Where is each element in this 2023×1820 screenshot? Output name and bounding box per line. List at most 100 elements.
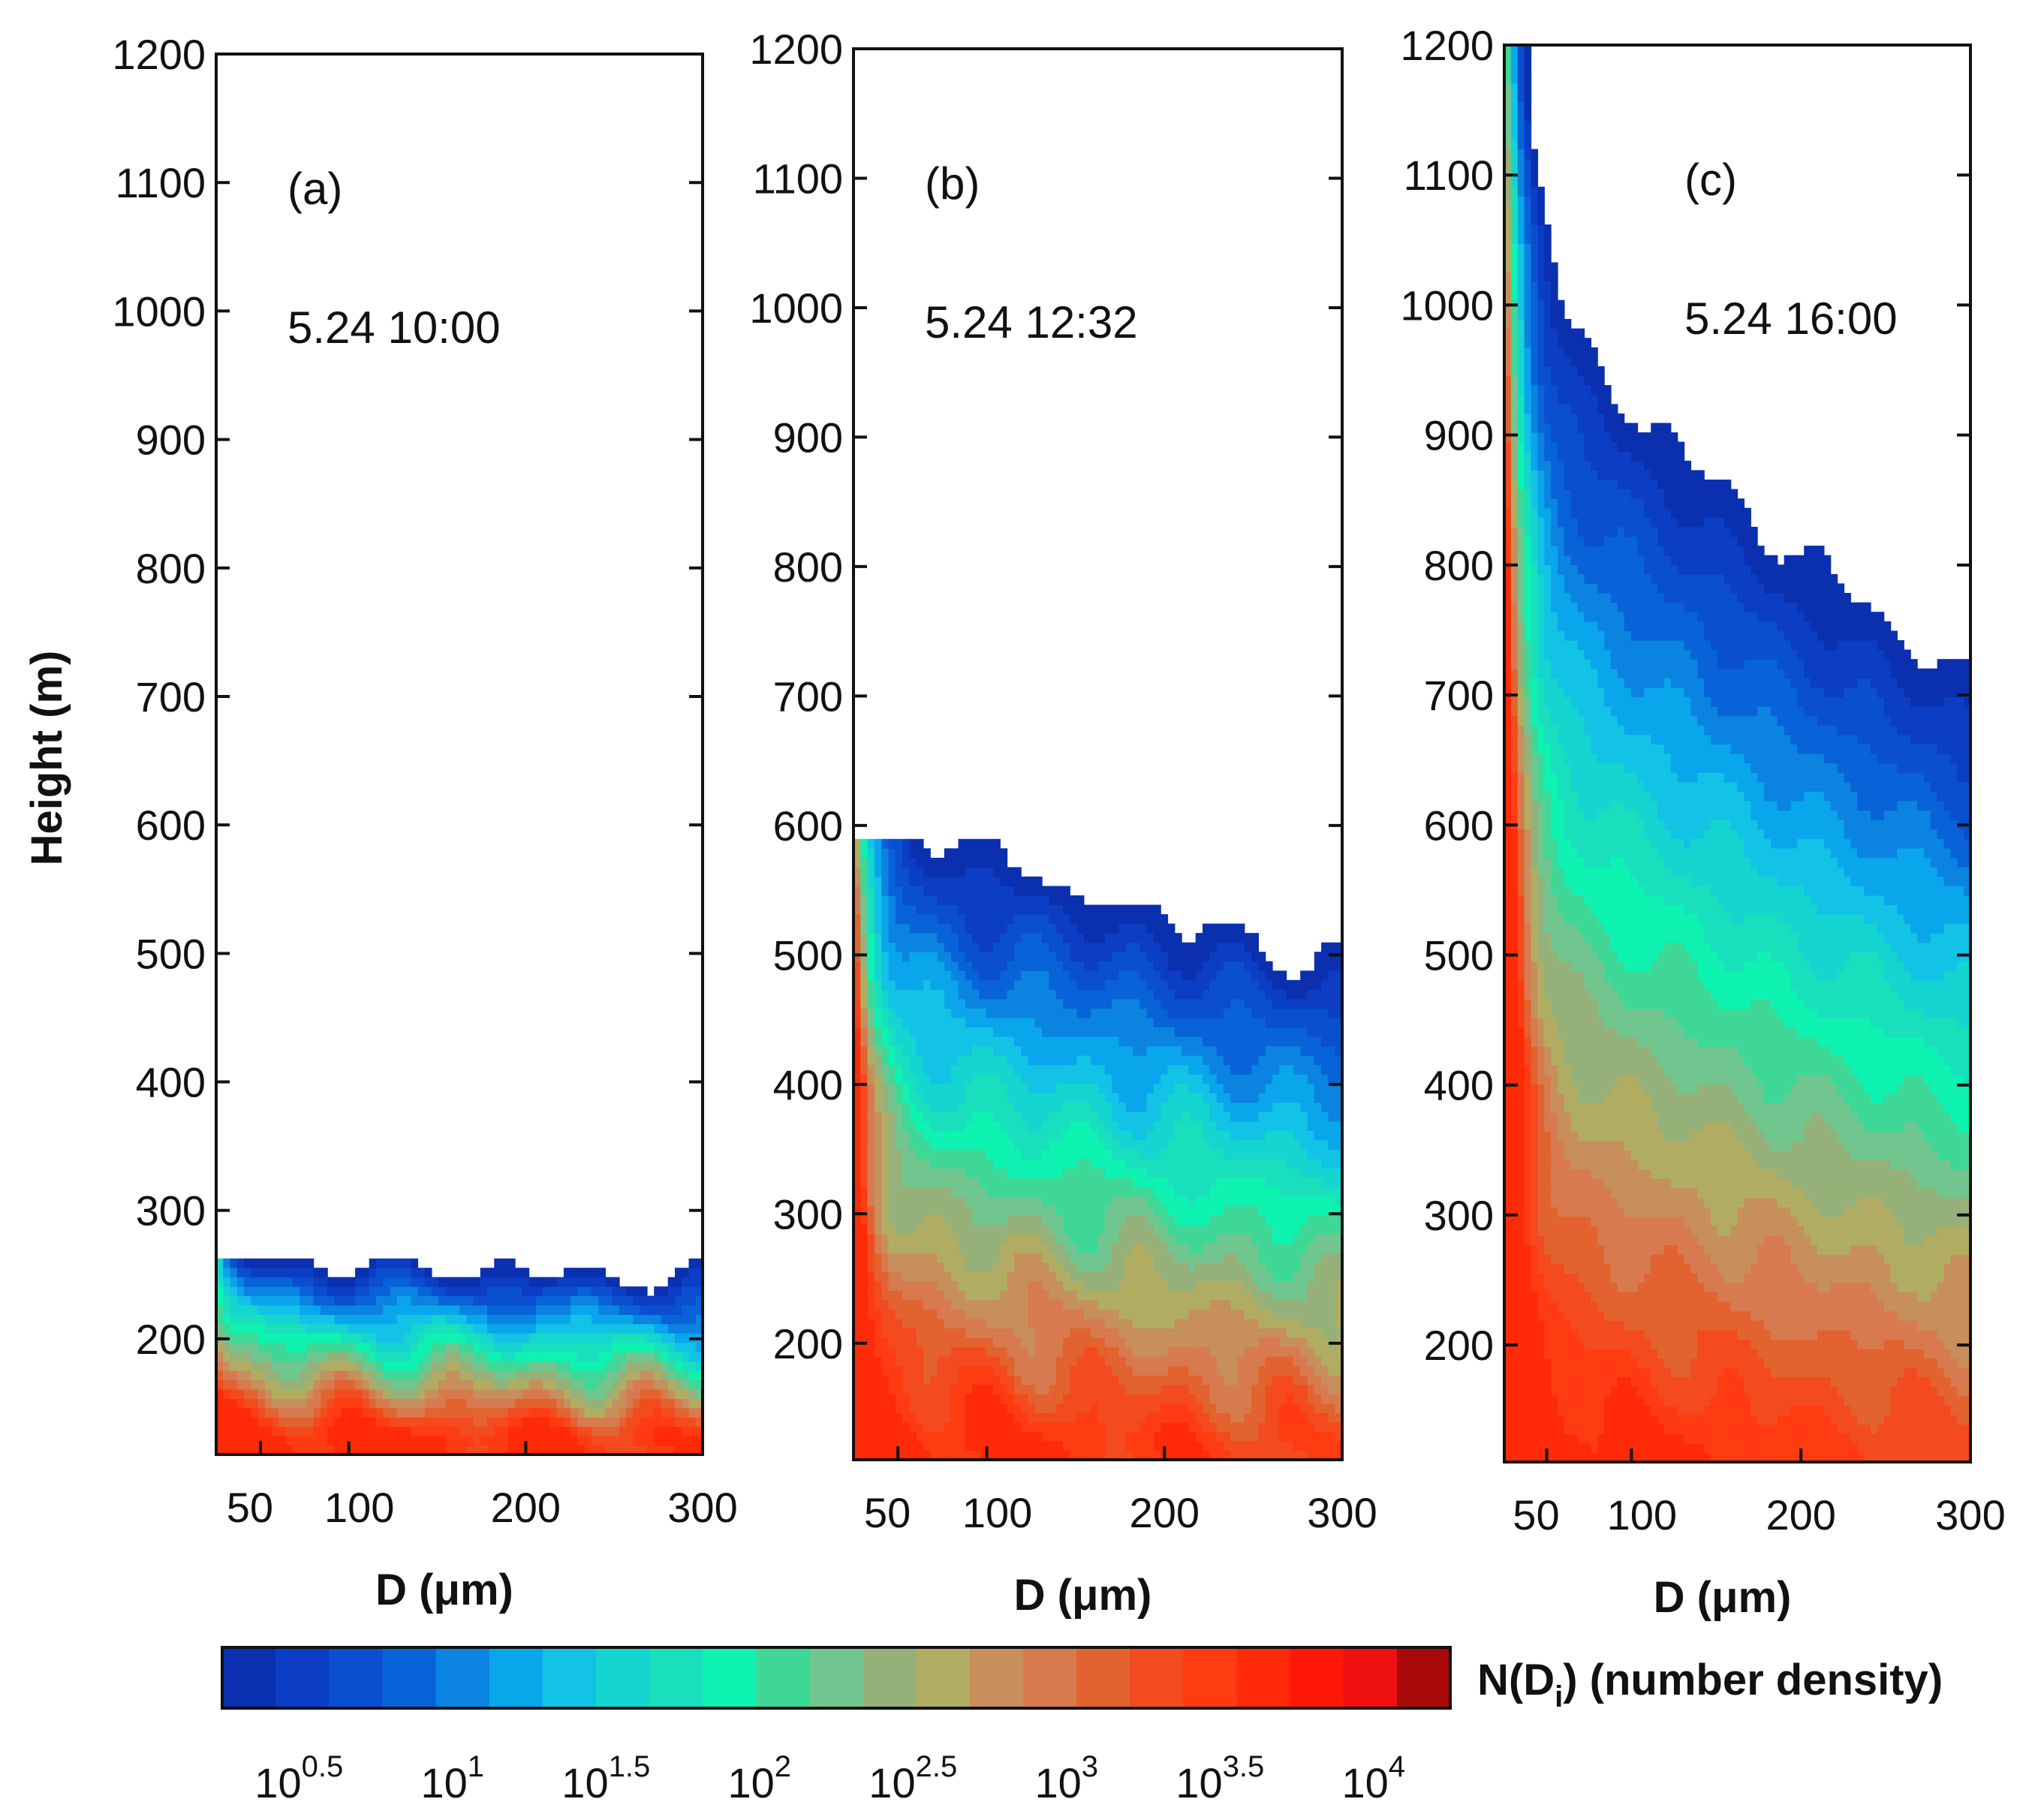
contour-cell bbox=[1125, 1224, 1133, 1235]
contour-cell bbox=[654, 1342, 662, 1352]
contour-cell bbox=[993, 1055, 1001, 1066]
contour-cell bbox=[1034, 1149, 1043, 1160]
contour-cell bbox=[1195, 1262, 1203, 1272]
contour-cell bbox=[1097, 1262, 1106, 1272]
contour-cell bbox=[1195, 989, 1203, 1000]
contour-cell bbox=[1300, 1253, 1308, 1263]
contour-cell bbox=[951, 1224, 959, 1235]
contour-cell bbox=[1167, 1187, 1176, 1197]
contour-cell bbox=[1070, 1450, 1078, 1460]
contour-cell bbox=[1237, 1112, 1245, 1122]
contour-cell bbox=[1070, 1074, 1078, 1084]
contour-cell bbox=[937, 1074, 945, 1084]
contour-cell bbox=[1244, 998, 1252, 1009]
contour-cell bbox=[341, 1305, 349, 1315]
contour-cell bbox=[1174, 1196, 1182, 1207]
contour-cell bbox=[1265, 1243, 1273, 1253]
contour-cell bbox=[895, 1403, 903, 1413]
contour-cell bbox=[972, 1403, 980, 1413]
contour-cell bbox=[1237, 1158, 1245, 1169]
contour-cell bbox=[494, 1407, 502, 1418]
contour-cell bbox=[1139, 1394, 1148, 1404]
contour-cell bbox=[432, 1379, 439, 1390]
contour-cell bbox=[1307, 1328, 1315, 1338]
contour-cell bbox=[1013, 1121, 1022, 1131]
contour-cell bbox=[867, 1234, 875, 1244]
contour-cell bbox=[1161, 1112, 1169, 1122]
contour-cell bbox=[1279, 1074, 1287, 1084]
contour-cell bbox=[313, 1445, 321, 1454]
contour-cell bbox=[972, 1083, 980, 1094]
contour-cell bbox=[1055, 1253, 1064, 1263]
contour-cell bbox=[902, 1412, 910, 1423]
contour-cell bbox=[937, 1130, 945, 1141]
contour-cell bbox=[1335, 1121, 1342, 1131]
contour-cell bbox=[853, 1421, 861, 1432]
contour-cell bbox=[1237, 1403, 1245, 1413]
contour-cell bbox=[1230, 1450, 1239, 1460]
contour-cell bbox=[605, 1379, 613, 1390]
contour-cell bbox=[1049, 1290, 1057, 1301]
contour-cell bbox=[867, 1036, 875, 1047]
contour-cell bbox=[1188, 1234, 1197, 1244]
contour-cell bbox=[1083, 1102, 1091, 1112]
contour-cell bbox=[1182, 1299, 1189, 1310]
contour-cell bbox=[1174, 1130, 1182, 1141]
contour-cell bbox=[1055, 1102, 1064, 1112]
contour-cell bbox=[563, 1379, 571, 1390]
contour-cell bbox=[612, 1388, 620, 1399]
contour-cell bbox=[909, 1139, 917, 1150]
contour-cell bbox=[452, 1333, 460, 1343]
contour-cell bbox=[675, 1370, 682, 1380]
contour-cell bbox=[1013, 1290, 1022, 1301]
contour-cell bbox=[1118, 989, 1127, 1000]
contour-cell bbox=[1112, 1083, 1119, 1094]
contour-cell bbox=[223, 1286, 231, 1297]
contour-cell bbox=[216, 1398, 224, 1409]
contour-cell bbox=[667, 1417, 676, 1427]
contour-cell bbox=[1314, 1196, 1322, 1207]
contour-cell bbox=[937, 1008, 945, 1018]
contour-cell bbox=[459, 1426, 467, 1436]
contour-cell bbox=[1265, 1346, 1273, 1357]
contour-cell bbox=[1167, 1178, 1176, 1188]
contour-cell bbox=[390, 1445, 398, 1454]
contour-cell bbox=[1314, 1365, 1322, 1376]
contour-cell bbox=[230, 1426, 238, 1436]
contour-cell bbox=[1042, 1027, 1049, 1037]
contour-cell bbox=[1314, 1008, 1322, 1018]
contour-cell bbox=[1230, 1384, 1239, 1394]
contour-cell bbox=[438, 1388, 447, 1399]
contour-cell bbox=[244, 1342, 251, 1352]
contour-cell bbox=[874, 1215, 882, 1226]
contour-cell bbox=[860, 1093, 869, 1103]
contour-cell bbox=[1000, 1262, 1008, 1272]
contour-cell bbox=[1265, 1205, 1273, 1216]
contour-cell bbox=[1174, 1121, 1182, 1131]
contour-cell bbox=[355, 1436, 363, 1446]
contour-cell bbox=[528, 1417, 537, 1427]
contour-cell bbox=[1203, 998, 1210, 1009]
contour-cell bbox=[1167, 1121, 1176, 1131]
contour-cell bbox=[979, 1384, 987, 1394]
contour-cell bbox=[1049, 1431, 1057, 1442]
contour-cell bbox=[1013, 1205, 1022, 1216]
contour-cell bbox=[1091, 1319, 1099, 1329]
contour-cell bbox=[1328, 1262, 1336, 1272]
contour-cell bbox=[1034, 1384, 1043, 1394]
contour-cell bbox=[1013, 1356, 1022, 1367]
contour-cell bbox=[515, 1379, 522, 1390]
contour-cell bbox=[1013, 1394, 1022, 1404]
contour-cell bbox=[1182, 1017, 1189, 1027]
contour-cell bbox=[1188, 979, 1197, 990]
contour-cell bbox=[1112, 1356, 1119, 1367]
contour-cell bbox=[1112, 1440, 1119, 1451]
contour-cell bbox=[1112, 1280, 1119, 1291]
contour-cell bbox=[695, 1314, 703, 1325]
contour-cell bbox=[1251, 1253, 1259, 1263]
contour-cell bbox=[916, 1055, 924, 1066]
contour-cell bbox=[438, 1436, 447, 1446]
contour-cell bbox=[1182, 1356, 1189, 1367]
contour-cell bbox=[334, 1333, 342, 1343]
contour-cell bbox=[1307, 1121, 1315, 1131]
